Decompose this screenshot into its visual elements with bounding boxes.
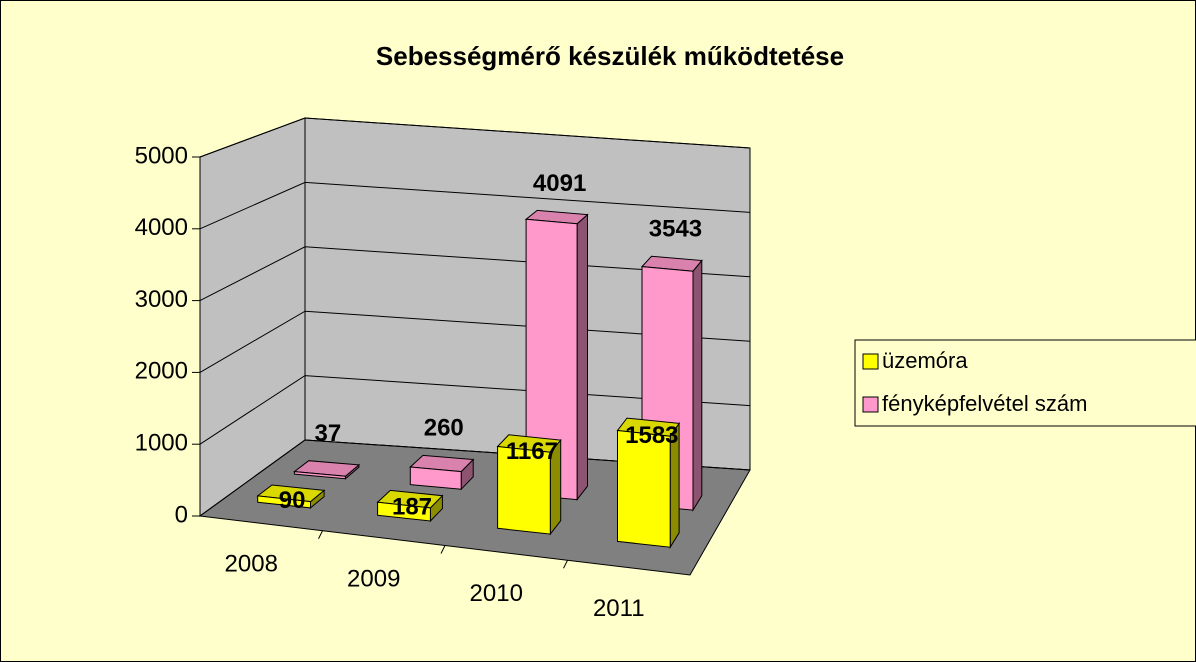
legend-swatch: [862, 353, 879, 370]
y-tick-label: 2000: [135, 358, 188, 385]
data-label: 90: [279, 487, 306, 514]
legend-box: [854, 339, 1196, 427]
x-tick: [563, 560, 568, 569]
y-tick-label: 5000: [135, 142, 188, 169]
grid-line: [199, 310, 751, 373]
data-label: 1167: [506, 438, 558, 465]
data-label: 4091: [533, 170, 586, 197]
grid-line: [199, 375, 751, 445]
y-tick-label: 1000: [135, 430, 188, 457]
x-tick: [318, 530, 323, 539]
grid-line: [199, 181, 751, 230]
data-label: 37: [315, 420, 342, 447]
grid-line: [199, 246, 751, 302]
bar-side: [692, 259, 703, 512]
grid-line: [199, 117, 751, 158]
data-label: 3543: [649, 216, 702, 243]
bar: [497, 445, 551, 535]
x-tick-label: 2009: [347, 565, 400, 592]
bar: [409, 466, 462, 490]
x-tick-label: 2011: [593, 595, 645, 622]
data-label: 187: [392, 494, 432, 521]
grid-line: [199, 439, 751, 517]
legend-label: üzemóra: [882, 348, 968, 373]
legend-swatch: [862, 396, 879, 413]
bar: [377, 501, 431, 522]
legend-label: fényképfelvétel szám: [882, 391, 1087, 416]
y-tick-label: 4000: [135, 214, 188, 241]
x-tick: [440, 545, 446, 554]
bar: [257, 495, 311, 509]
legend: üzemóra fényképfelvétel szám: [854, 339, 1196, 427]
data-label: 260: [424, 415, 464, 442]
bar-side: [576, 213, 588, 502]
plot-area: 0 1000 2000 3000 4000 5000 2008 2009 2010 2011 37 2…: [135, 117, 751, 622]
data-label: 1583: [625, 422, 678, 449]
bar: [293, 471, 346, 480]
x-tick-label: 2008: [225, 551, 278, 578]
x-tick-label: 2010: [470, 580, 523, 607]
y-tick-label: 0: [175, 501, 188, 528]
y-tick-label: 3000: [135, 286, 188, 313]
bar: [617, 429, 671, 548]
chart-title: Sebességmérő készülék működtetése: [376, 41, 844, 71]
